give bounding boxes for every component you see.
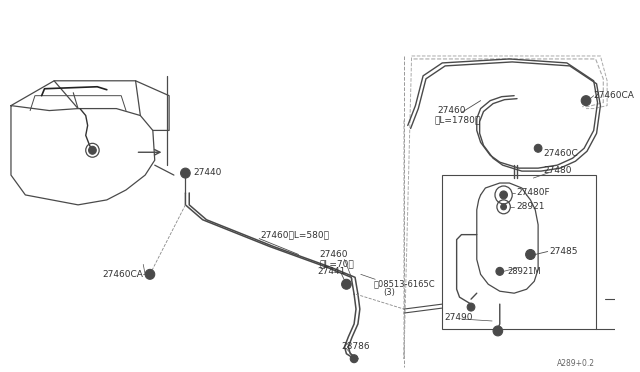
Text: 27460CA: 27460CA bbox=[102, 270, 143, 279]
Circle shape bbox=[581, 96, 591, 106]
Text: 27460: 27460 bbox=[438, 106, 466, 115]
Circle shape bbox=[525, 250, 535, 259]
Text: 28786: 28786 bbox=[342, 342, 371, 351]
Circle shape bbox=[467, 303, 475, 311]
Text: 27480: 27480 bbox=[543, 166, 572, 174]
Circle shape bbox=[500, 204, 506, 210]
Text: 〈L=70〉: 〈L=70〉 bbox=[319, 259, 355, 268]
Text: 27460C: 27460C bbox=[543, 149, 578, 158]
Text: 27480F: 27480F bbox=[516, 189, 550, 198]
Text: 27460: 27460 bbox=[319, 250, 348, 259]
Text: (3): (3) bbox=[383, 288, 395, 297]
Circle shape bbox=[145, 269, 155, 279]
Text: 〈L=1780〉: 〈L=1780〉 bbox=[435, 115, 481, 124]
Circle shape bbox=[534, 144, 542, 152]
Circle shape bbox=[180, 168, 190, 178]
Text: 27440: 27440 bbox=[193, 168, 221, 177]
Circle shape bbox=[350, 355, 358, 363]
Text: 28921: 28921 bbox=[516, 202, 545, 211]
Text: 28921M: 28921M bbox=[508, 267, 541, 276]
Circle shape bbox=[500, 191, 508, 199]
Text: 27441: 27441 bbox=[317, 267, 346, 276]
Text: 27460CA: 27460CA bbox=[594, 91, 635, 100]
Text: A289+0.2: A289+0.2 bbox=[557, 359, 595, 368]
Text: 27485: 27485 bbox=[550, 247, 578, 256]
Text: 27490: 27490 bbox=[444, 312, 473, 321]
Text: Ⓝ08513-6165C: Ⓝ08513-6165C bbox=[373, 280, 435, 289]
Circle shape bbox=[342, 279, 351, 289]
Circle shape bbox=[493, 326, 502, 336]
Bar bbox=[442, 175, 596, 329]
Circle shape bbox=[88, 146, 96, 154]
Circle shape bbox=[496, 267, 504, 275]
Text: 27460〈L=580〉: 27460〈L=580〉 bbox=[260, 230, 329, 239]
